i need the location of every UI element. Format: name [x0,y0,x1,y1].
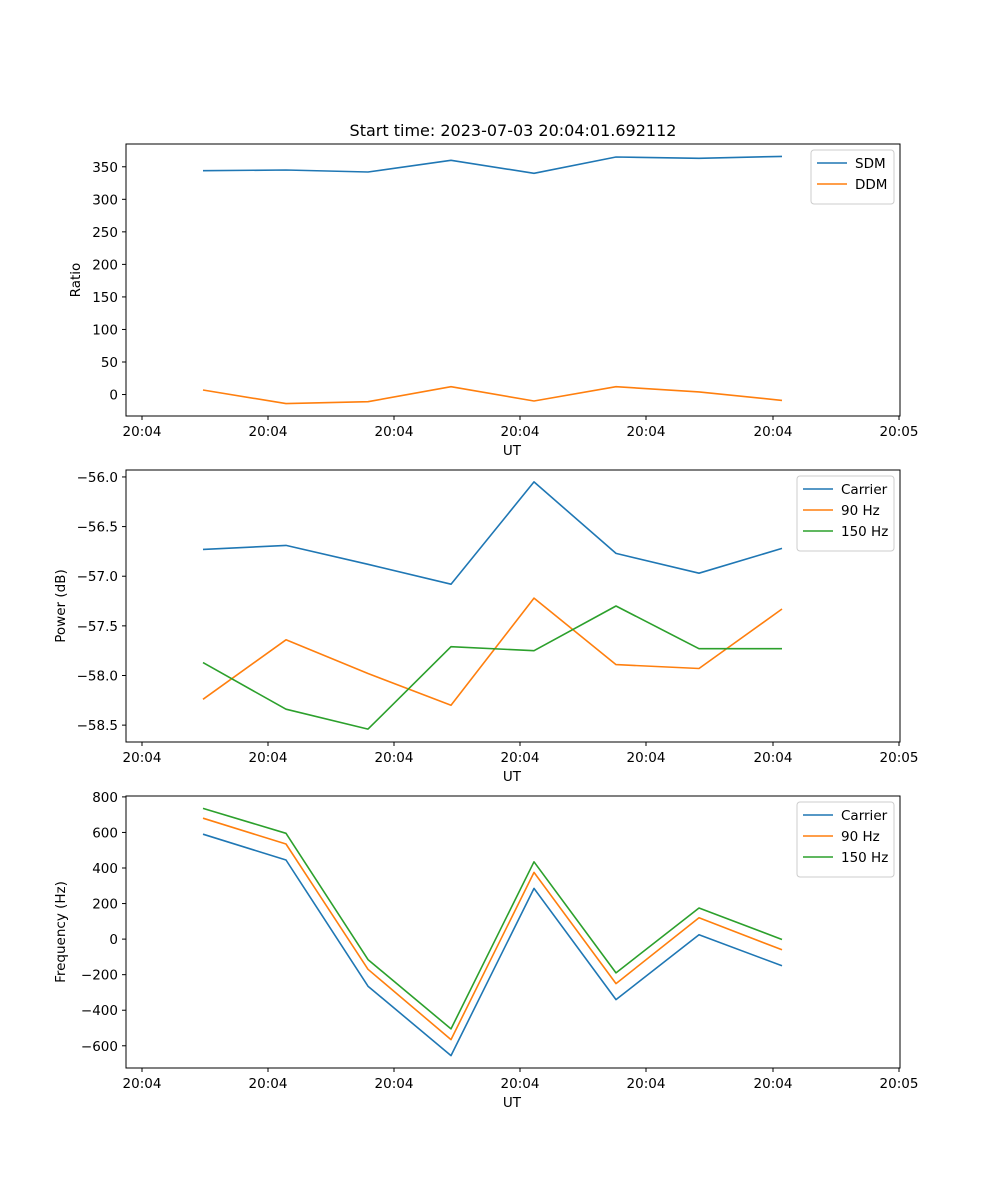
x-tick-label: 20:04 [123,424,162,440]
x-tick-label: 20:04 [754,750,793,766]
plot-frame [125,469,901,743]
subplot-2: −58.5 −58.0 −57.5 −57.0 −56.5 −56.0 20:04 20:04… [53,469,919,785]
legend-label: 90 Hz [841,829,880,845]
y-tick-label: −57.5 [77,619,118,635]
subplot-1: 0 50 100 150 200 250 300 350 20:04 20:04 20:04 20:0… [68,121,918,459]
x-tick-label: 20:05 [880,1076,919,1092]
x-tick-label: 20:04 [249,750,288,766]
legend-label: Carrier [841,808,888,824]
y-tick-label: 200 [92,897,118,913]
series-line-carrier [202,833,783,1057]
x-tick-label: 20:04 [123,750,162,766]
series-line-carrier [202,481,783,586]
legend-label: 90 Hz [841,503,880,519]
y-axis-label: Power (dB) [53,569,69,642]
series-line-150-hz [202,605,782,730]
x-tick-label: 20:04 [754,424,793,440]
plot-frame [125,795,901,1069]
y-tick-label: 600 [92,825,118,841]
y-tick-label: −400 [81,1003,118,1019]
x-tick-label: 20:04 [501,750,540,766]
legend-box [796,475,895,552]
x-axis-label: UT [503,769,522,785]
y-tick-label: −200 [81,968,118,984]
y-tick-label: 200 [92,257,118,273]
series-line-90-hz [202,597,783,707]
x-tick-label: 20:04 [501,1076,540,1092]
x-tick-label: 20:04 [627,750,666,766]
series-line-ddm [202,385,783,405]
chart-title: Start time: 2023-07-03 20:04:01.692112 [350,121,677,140]
y-tick-label: 150 [92,290,118,306]
y-tick-label: 400 [92,861,118,877]
y-tick-label: 800 [92,790,118,806]
y-tick-label: −56.5 [77,520,118,536]
subplot-3: −600 −400 −200 0 200 400 600 800 20:04 20:04 20:04… [53,790,918,1111]
y-axis-label: Ratio [68,263,84,298]
y-tick-label: 0 [109,932,118,948]
y-tick-label: 350 [92,160,118,176]
series-line-sdm [202,155,783,175]
legend-label: Carrier [841,482,888,498]
x-tick-label: 20:04 [375,424,414,440]
y-tick-label: −58.0 [77,668,118,684]
legend-label: SDM [855,156,886,172]
x-axis-label: UT [503,443,522,459]
legend: Carrier 90 Hz 150 Hz [796,801,895,878]
legend-label: 150 Hz [841,524,888,540]
series-line-150-hz [202,807,783,1030]
legend: Carrier 90 Hz 150 Hz [796,475,895,552]
y-tick-label: −600 [81,1039,118,1055]
x-axis-label: UT [503,1095,522,1111]
x-tick-label: 20:05 [880,750,919,766]
plot-frame [125,143,901,417]
series-line-90-hz [202,817,783,1041]
x-tick-label: 20:04 [627,1076,666,1092]
x-tick-label: 20:04 [627,424,666,440]
x-tick-label: 20:04 [501,424,540,440]
y-tick-label: 250 [92,225,118,241]
y-tick-label: 100 [92,322,118,338]
legend-label: DDM [855,177,887,193]
legend-box [796,801,895,878]
x-tick-label: 20:05 [880,424,919,440]
y-tick-label: −56.0 [77,470,118,486]
legend-label: 150 Hz [841,850,888,866]
y-tick-label: −57.0 [77,569,118,585]
y-tick-label: −58.5 [77,718,118,734]
y-tick-label: 50 [101,355,118,371]
x-tick-label: 20:04 [123,1076,162,1092]
x-tick-label: 20:04 [754,1076,793,1092]
y-axis-label: Frequency (Hz) [53,881,69,983]
x-tick-label: 20:04 [375,750,414,766]
y-tick-label: 300 [92,192,118,208]
y-tick-label: 0 [109,388,118,404]
x-tick-label: 20:04 [249,1076,288,1092]
legend: SDM DDM [810,149,895,205]
x-tick-label: 20:04 [375,1076,414,1092]
x-tick-label: 20:04 [249,424,288,440]
